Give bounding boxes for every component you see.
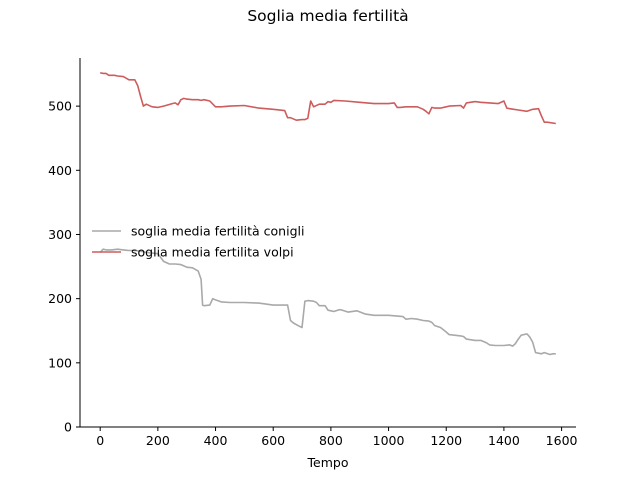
chart-title: Soglia media fertilità: [247, 7, 408, 25]
legend: soglia media fertilità conigli soglia med…: [92, 224, 304, 260]
x-tick-label: 1600: [546, 433, 578, 448]
x-tick-label: 1000: [373, 433, 405, 448]
series-line-1: [100, 72, 556, 125]
x-tick-label: 0: [96, 433, 104, 448]
x-tick-label: 1400: [488, 433, 520, 448]
legend-label-1: soglia media fertilita volpi: [131, 245, 294, 260]
axes: 0 200 400 600 800 1000 1200 1400 1600 0 100 200 300 4…: [48, 58, 578, 448]
x-tick-label: 400: [204, 433, 228, 448]
y-tick-label: 400: [48, 163, 72, 178]
series-line-0: [99, 248, 556, 356]
x-tick-label: 200: [146, 433, 170, 448]
series-layer: [99, 72, 556, 356]
y-tick-label: 0: [64, 420, 72, 435]
y-tick-label: 100: [48, 355, 72, 370]
x-tick-label: 1200: [430, 433, 462, 448]
x-tick-label: 600: [261, 433, 285, 448]
legend-label-0: soglia media fertilità conigli: [131, 224, 304, 239]
y-tick-label: 500: [48, 99, 72, 114]
y-tick-label: 300: [48, 227, 72, 242]
x-tick-label: 800: [319, 433, 343, 448]
y-tick-label: 200: [48, 291, 72, 306]
x-axis-label: Tempo: [307, 455, 349, 470]
